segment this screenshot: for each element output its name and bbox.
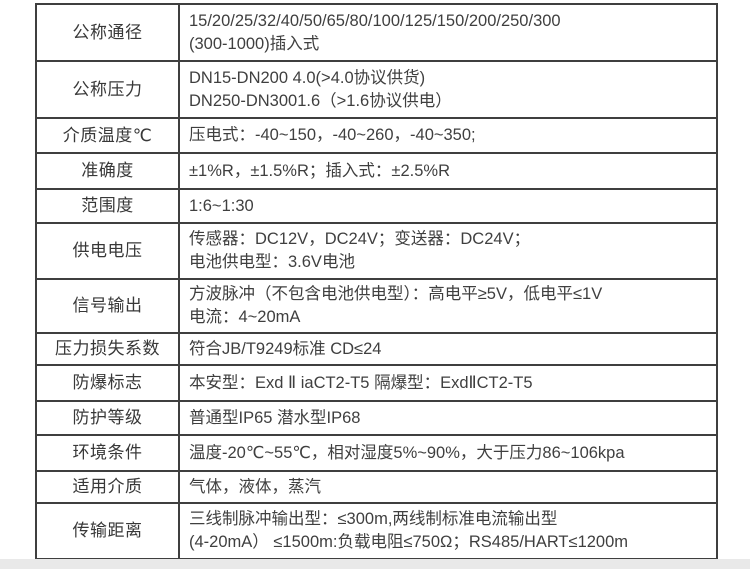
param-label-cell: 适用介质 xyxy=(35,470,180,504)
param-value-cell: 传感器：DC12V，DC24V；变送器：DC24V； 电池供电型：3.6V电池 xyxy=(178,222,718,280)
param-value-cell: 符合JB/T9249标准 CD≤24 xyxy=(178,332,718,366)
param-value-cell: ±1%R，±1.5%R；插入式：±2.5%R xyxy=(178,152,718,190)
param-value-cell: 本安型：Exd Ⅱ iaCT2-T5 隔爆型：ExdⅡCT2-T5 xyxy=(178,364,718,402)
table-row: 公称通径 15/20/25/32/40/50/65/80/100/125/150/… xyxy=(35,3,718,62)
table-row: 供电电压 传感器：DC12V，DC24V；变送器：DC24V； 电池供电型：3.6… xyxy=(35,222,718,280)
param-value-cell: 压电式：-40~150，-40~260，-40~350; xyxy=(178,117,718,154)
param-label-cell: 范围度 xyxy=(35,188,180,224)
table-row: 压力损失系数 符合JB/T9249标准 CD≤24 xyxy=(35,332,718,366)
param-value-cell: 三线制脉冲输出型：≤300m,两线制标准电流输出型 (4-20mA） ≤1500… xyxy=(178,502,718,560)
table-row: 环境条件 温度-20℃~55℃，相对湿度5%~90%，大于压力86~106kpa xyxy=(35,434,718,472)
page-bottom-strip xyxy=(0,559,750,569)
table-row: 介质温度℃ 压电式：-40~150，-40~260，-40~350; xyxy=(35,117,718,154)
param-label-cell: 准确度 xyxy=(35,152,180,190)
param-label-cell: 公称通径 xyxy=(35,3,180,62)
param-value-cell: 方波脉冲（不包含电池供电型）：高电平≥5V，低电平≤1V 电流：4~20mA xyxy=(178,278,718,334)
param-value-cell: 温度-20℃~55℃，相对湿度5%~90%，大于压力86~106kpa xyxy=(178,434,718,472)
table-row: 准确度 ±1%R，±1.5%R；插入式：±2.5%R xyxy=(35,152,718,190)
param-value-cell: 普通型IP65 潜水型IP68 xyxy=(178,400,718,436)
spec-table-body: 公称通径 15/20/25/32/40/50/65/80/100/125/150/… xyxy=(35,3,718,560)
param-label-cell: 压力损失系数 xyxy=(35,332,180,366)
param-value-cell: 15/20/25/32/40/50/65/80/100/125/150/200/… xyxy=(178,3,718,62)
param-value-cell: 气体，液体，蒸汽 xyxy=(178,470,718,504)
param-label-cell: 传输距离 xyxy=(35,502,180,560)
table-row: 范围度 1:6~1:30 xyxy=(35,188,718,224)
param-label-cell: 供电电压 xyxy=(35,222,180,280)
param-label-cell: 公称压力 xyxy=(35,60,180,119)
param-value-cell: 1:6~1:30 xyxy=(178,188,718,224)
table-row: 传输距离 三线制脉冲输出型：≤300m,两线制标准电流输出型 (4-20mA） ≤… xyxy=(35,502,718,560)
param-label-cell: 防护等级 xyxy=(35,400,180,436)
param-label-cell: 环境条件 xyxy=(35,434,180,472)
table-row: 防爆标志 本安型：Exd Ⅱ iaCT2-T5 隔爆型：ExdⅡCT2-T5 xyxy=(35,364,718,402)
table-row: 信号输出 方波脉冲（不包含电池供电型）：高电平≥5V，低电平≤1V 电流：4~20… xyxy=(35,278,718,334)
param-label-cell: 介质温度℃ xyxy=(35,117,180,154)
table-row: 公称压力 DN15-DN200 4.0(>4.0协议供货) DN250-DN300… xyxy=(35,60,718,119)
param-value-cell: DN15-DN200 4.0(>4.0协议供货) DN250-DN3001.6（… xyxy=(178,60,718,119)
param-label-cell: 防爆标志 xyxy=(35,364,180,402)
param-label-cell: 信号输出 xyxy=(35,278,180,334)
table-row: 防护等级 普通型IP65 潜水型IP68 xyxy=(35,400,718,436)
table-row: 适用介质 气体，液体，蒸汽 xyxy=(35,470,718,504)
spec-table: 公称通径 15/20/25/32/40/50/65/80/100/125/150/… xyxy=(35,3,718,560)
